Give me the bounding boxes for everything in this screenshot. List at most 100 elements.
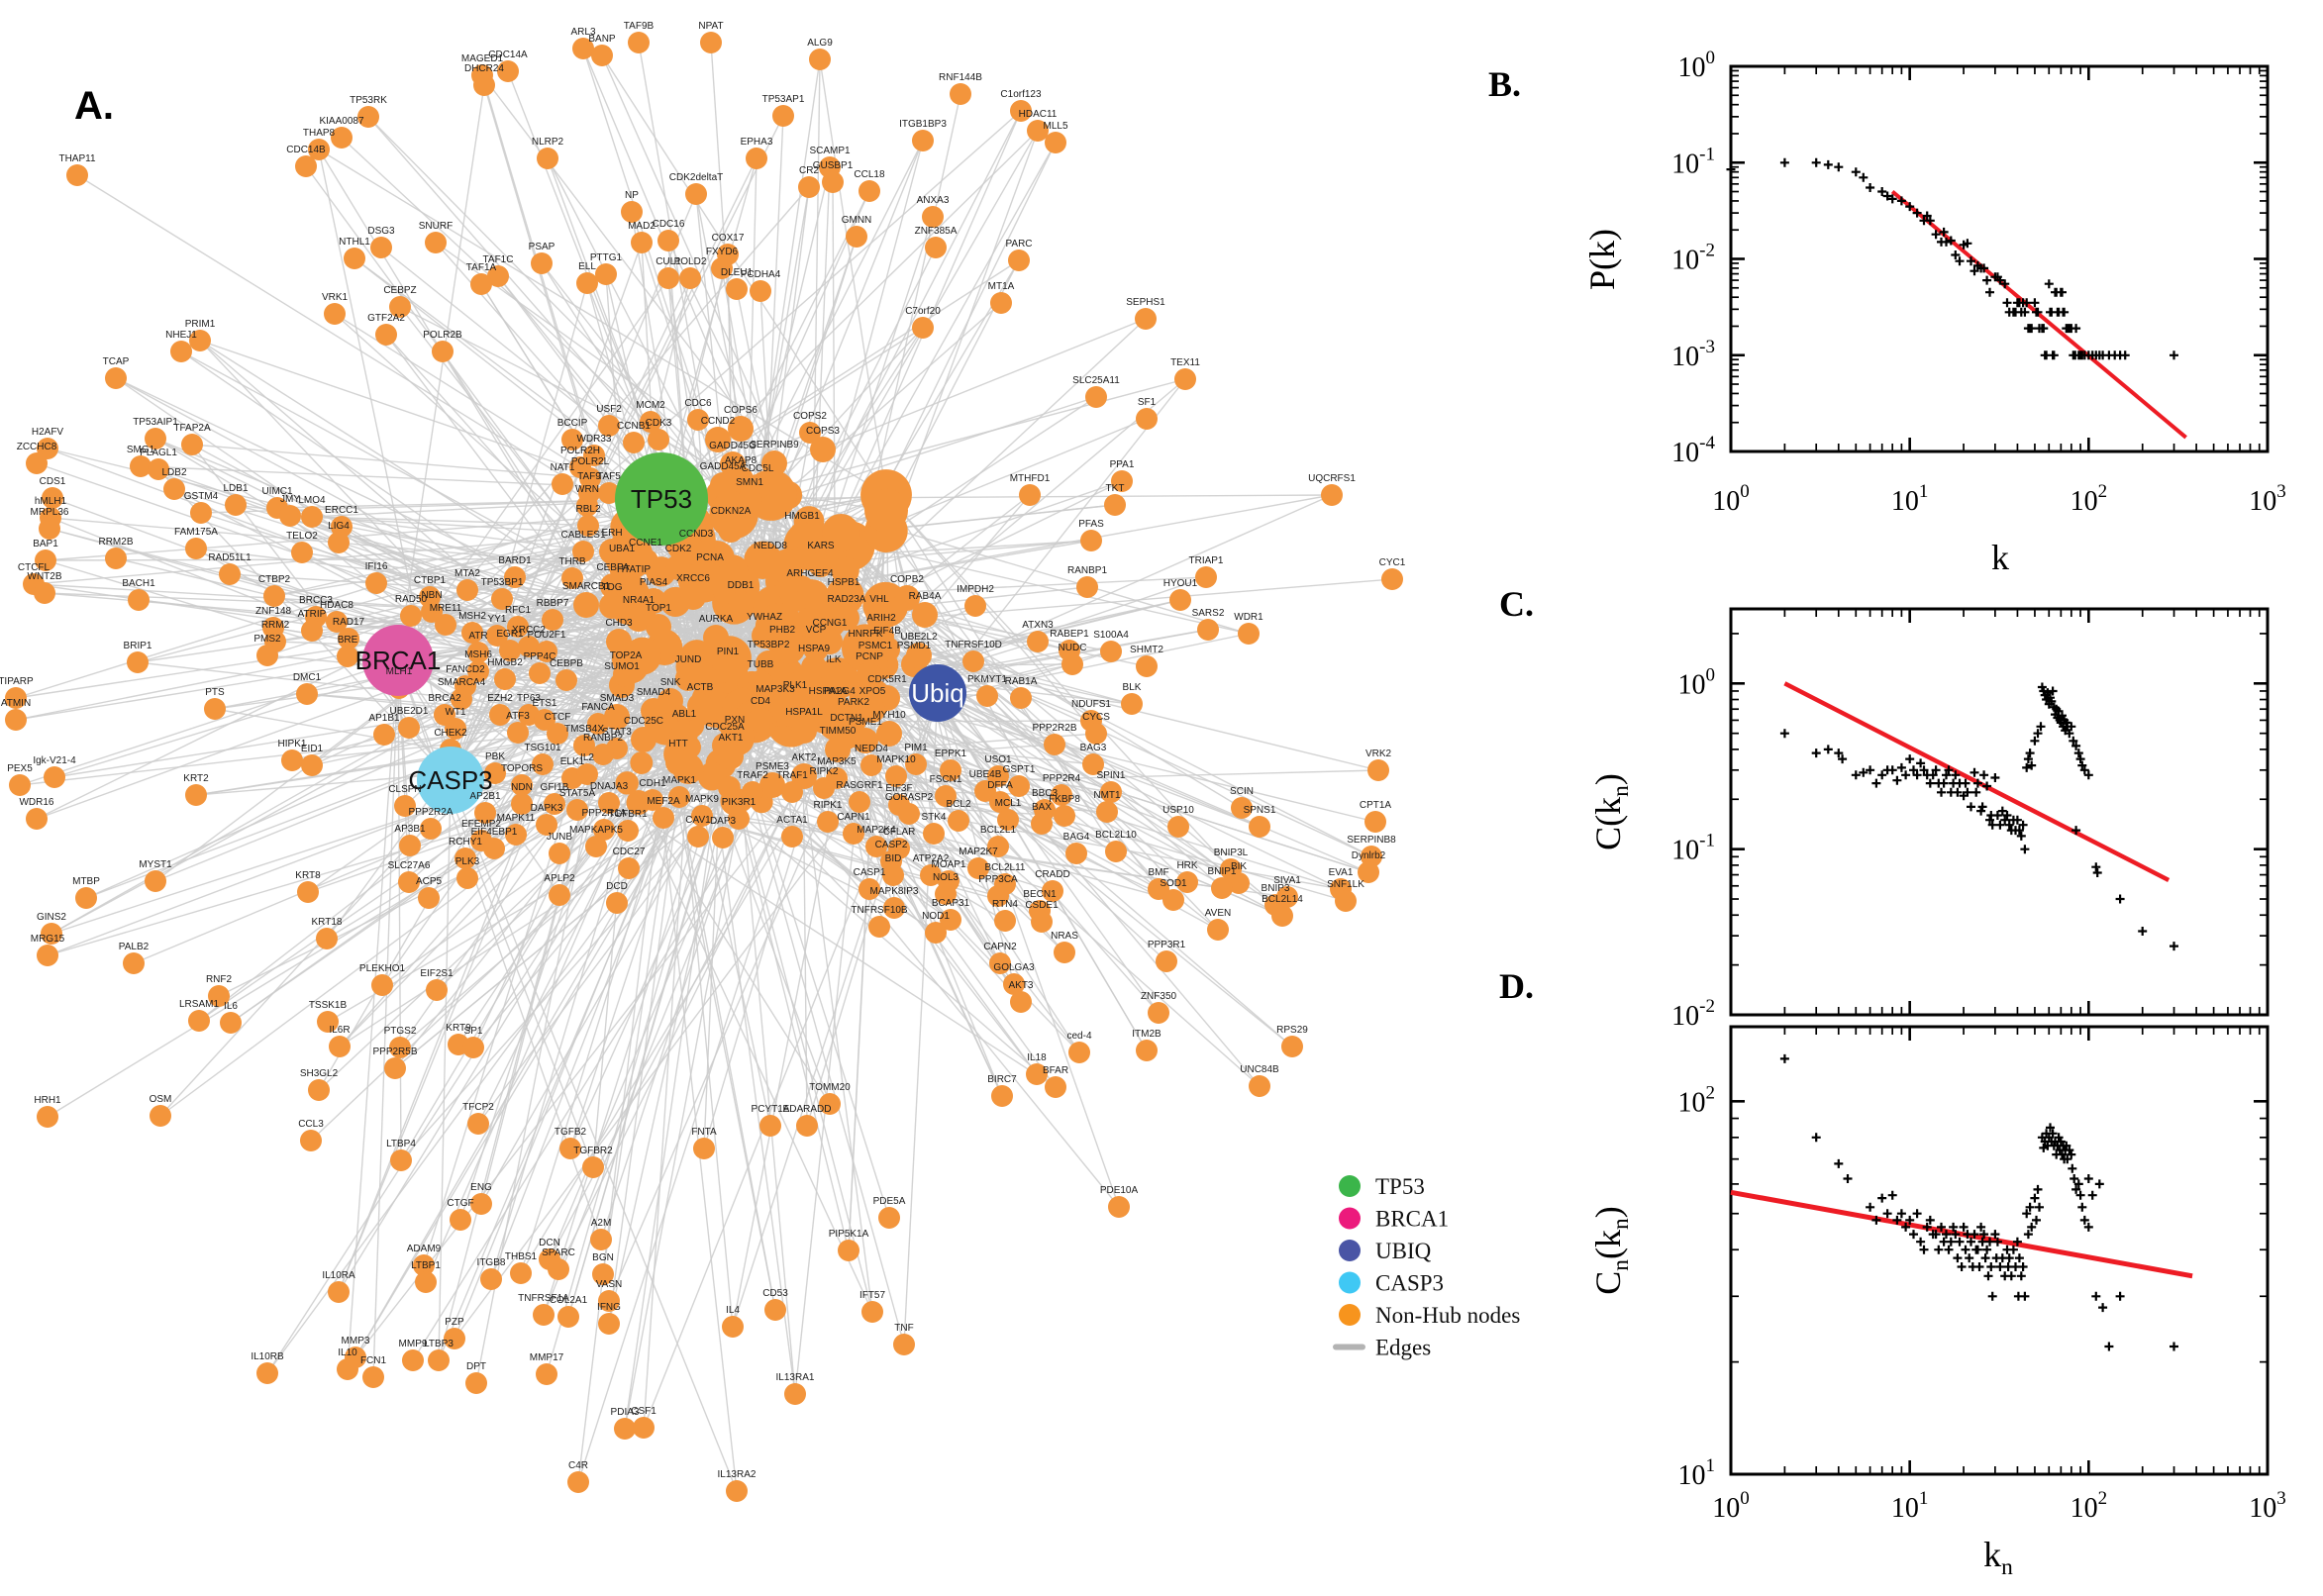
- node-label: TNFRSF1A: [518, 1293, 569, 1304]
- plot-panel-b: B. 100 10-1 10-2 10-3 10-4 100 101 102 103 k P(k): [1488, 48, 2286, 577]
- node-label: EID1: [301, 744, 324, 754]
- network-node: [415, 1271, 437, 1293]
- node-label: EIF4EBP1: [471, 827, 518, 838]
- node-label: AKT2: [791, 752, 816, 763]
- network-node: [940, 759, 961, 781]
- node-label: ILK: [826, 654, 841, 665]
- legend-item-casp3: CASP3: [1339, 1271, 1444, 1296]
- node-label: ANXA3: [917, 195, 950, 206]
- node-label: STAT3: [602, 727, 632, 738]
- node-label: LTBP4: [386, 1139, 416, 1149]
- network-node: [1082, 753, 1104, 775]
- network-node: [703, 625, 729, 650]
- node-label: STK4: [921, 812, 946, 823]
- network-node: [671, 720, 697, 746]
- node-label: BNIP3L: [1214, 848, 1249, 858]
- network-node: [491, 588, 513, 610]
- node-label: ERCC1: [325, 505, 358, 516]
- node-label: VASN: [596, 1279, 623, 1290]
- node-label: DSG3: [367, 226, 395, 237]
- network-node: [573, 735, 595, 756]
- network-node: [413, 1254, 435, 1276]
- node-label: RAB1A: [1005, 676, 1038, 687]
- network-node: [256, 1362, 278, 1384]
- network-node: [428, 1349, 450, 1371]
- node-label: CCL3: [298, 1119, 324, 1130]
- network-node: [948, 810, 969, 832]
- node-label: BGN: [592, 1252, 614, 1263]
- node-label: DFFA: [987, 780, 1013, 791]
- node-label: FNTA: [691, 1127, 717, 1138]
- network-node: [529, 662, 551, 684]
- node-label: CHEK2: [434, 728, 467, 739]
- node-label: IL10RA: [322, 1270, 355, 1281]
- node-label: BAG3: [1080, 743, 1107, 753]
- node-label: PALB2: [119, 942, 150, 952]
- node-label: ALG9: [807, 38, 833, 49]
- node-label: AP3B1: [394, 824, 426, 835]
- network-node: [148, 458, 169, 480]
- network-node: [756, 650, 781, 676]
- node-label: PLK1: [783, 680, 808, 691]
- network-node: [561, 567, 583, 589]
- network-node: [557, 1306, 579, 1328]
- network-node: [1271, 905, 1293, 927]
- node-label: NDN: [511, 782, 533, 793]
- network-node: [208, 985, 230, 1007]
- network-node: [375, 324, 397, 346]
- network-node: [444, 1328, 465, 1349]
- node-label: BECN1: [1023, 889, 1057, 900]
- node-label: MRPL36: [31, 507, 69, 518]
- network-node: [728, 591, 754, 617]
- node-label: SMAD4: [637, 687, 671, 698]
- node-label: HIPK1: [278, 739, 307, 749]
- node-label: CCND2: [701, 416, 736, 427]
- node-label: CTGF: [447, 1198, 473, 1209]
- network-node: [454, 848, 476, 869]
- node-label: RRM2: [261, 620, 290, 631]
- network-node: [1100, 641, 1122, 662]
- node-label: TRAF2: [737, 770, 768, 781]
- network-node: [66, 164, 88, 186]
- node-label: NDUFS1: [1071, 699, 1111, 710]
- node-label: IL2: [580, 752, 594, 763]
- network-node: [759, 772, 785, 798]
- node-label: SPIN1: [1097, 770, 1126, 781]
- axis-tick-label: 10-2: [1671, 996, 1715, 1032]
- network-node: [801, 654, 827, 680]
- node-label: JUND: [675, 654, 702, 665]
- node-label: PIP5K1A: [829, 1229, 869, 1240]
- network-node: [1211, 877, 1233, 899]
- node-label: TGFB2: [555, 1127, 587, 1138]
- network-node: [1104, 494, 1126, 516]
- network-node: [145, 428, 166, 449]
- network-node: [1051, 784, 1072, 806]
- legend-item-tp53: TP53: [1339, 1174, 1425, 1199]
- node-label: MAP2K7: [959, 847, 998, 857]
- network-node: [326, 611, 348, 633]
- network-node: [668, 786, 690, 808]
- node-label: TFCP2: [462, 1102, 494, 1113]
- network-node: [849, 791, 870, 813]
- node-label: PPP3CA: [978, 874, 1018, 885]
- node-label: KRT2: [183, 773, 209, 784]
- network-node: [976, 685, 998, 707]
- legend-label: CASP3: [1375, 1271, 1444, 1296]
- node-label: COPS3: [806, 426, 840, 437]
- network-node: [925, 237, 947, 258]
- network-node: [861, 1301, 883, 1323]
- node-label: DDB1: [728, 580, 755, 591]
- node-label: RAD17: [333, 617, 365, 628]
- node-label: ITGB1BP3: [899, 119, 947, 130]
- network-node: [384, 1057, 406, 1079]
- legend-label: Edges: [1375, 1336, 1431, 1360]
- node-label: PXN: [725, 715, 746, 726]
- network-node: [691, 805, 713, 827]
- node-label: RRM2B: [98, 537, 133, 548]
- node-label: PKMYT1: [967, 674, 1007, 685]
- network-node: [878, 1207, 900, 1229]
- node-label: USO1: [984, 754, 1012, 765]
- network-node: [819, 1093, 841, 1115]
- network-node: [400, 605, 422, 627]
